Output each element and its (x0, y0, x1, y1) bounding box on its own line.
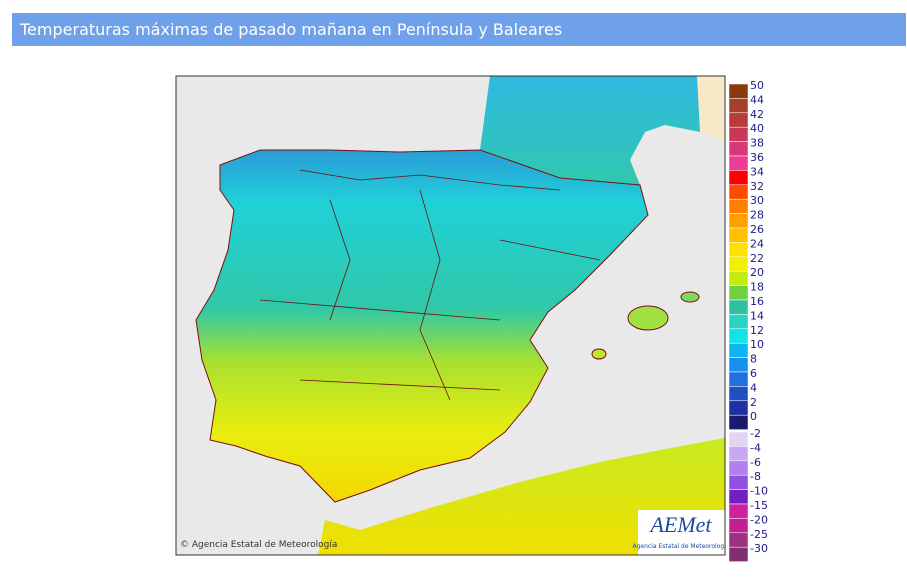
legend-label: -30 (750, 542, 768, 555)
legend-label: -4 (750, 441, 761, 454)
legend-label: 18 (750, 281, 764, 294)
legend-swatch (728, 299, 749, 315)
legend-label: -2 (750, 427, 761, 440)
legend-swatch (728, 546, 749, 562)
legend-swatch (728, 474, 749, 490)
legend-swatch (728, 98, 749, 114)
legend-label: 28 (750, 209, 764, 222)
legend-label: 34 (750, 165, 764, 178)
france (480, 76, 700, 185)
island (591, 348, 607, 360)
legend-swatch (728, 213, 749, 229)
logo-box (638, 510, 725, 555)
legend-swatch (728, 386, 749, 402)
legend-swatch (728, 270, 749, 286)
legend-label: 24 (750, 237, 764, 250)
legend-label: -25 (750, 528, 768, 541)
province-borders (259, 169, 601, 401)
legend-label: 30 (750, 194, 764, 207)
legend-label: 22 (750, 252, 764, 265)
legend-label: 4 (750, 381, 757, 394)
legend-swatch (728, 446, 749, 462)
legend-swatch (728, 371, 749, 387)
legend-swatch (728, 314, 749, 330)
iberia (195, 149, 649, 503)
legend-label: 10 (750, 338, 764, 351)
legend-label: 38 (750, 137, 764, 150)
legend-swatch (728, 227, 749, 243)
legend-swatch (728, 198, 749, 214)
legend-label: 32 (750, 180, 764, 193)
legend-label: -8 (750, 470, 761, 483)
island (680, 291, 700, 303)
legend-swatch (728, 184, 749, 200)
island (627, 305, 669, 331)
map: AEMet Agencia Estatal de Meteorología © … (176, 76, 730, 555)
legend-label: 36 (750, 151, 764, 164)
legend-swatch (728, 518, 749, 534)
legend-swatch (728, 342, 749, 358)
legend-swatch (728, 414, 749, 430)
legend-swatch (728, 357, 749, 373)
legend-swatch (728, 431, 749, 447)
legend-label: -6 (750, 456, 761, 469)
legend-swatch (728, 532, 749, 548)
africa (318, 438, 725, 555)
legend-label: 14 (750, 309, 764, 322)
land-outside (697, 76, 725, 140)
legend-swatch (728, 141, 749, 157)
legend-swatch (728, 503, 749, 519)
legend-label: 12 (750, 324, 764, 337)
legend-label: 2 (750, 396, 757, 409)
logo-subtitle: Agencia Estatal de Meteorología (633, 543, 730, 550)
legend-swatch (728, 170, 749, 186)
legend-label: -20 (750, 513, 768, 526)
legend-swatch (728, 126, 749, 142)
legend-swatch (728, 328, 749, 344)
legend-label: -10 (750, 485, 768, 498)
legend-label: 26 (750, 223, 764, 236)
legend-label: -15 (750, 499, 768, 512)
legend-label: 0 (750, 410, 757, 423)
map-frame (175, 75, 726, 556)
legend-swatch (728, 155, 749, 171)
legend-swatch (728, 112, 749, 128)
legend-swatch (728, 242, 749, 258)
logo: AEMet (648, 512, 712, 537)
credit: © Agencia Estatal de Meteorología (180, 540, 337, 550)
legend-swatch (728, 285, 749, 301)
legend: 5044424038363432302826242220181614121086… (728, 79, 768, 562)
legend-swatch (728, 256, 749, 272)
legend-label: 8 (750, 353, 757, 366)
legend-swatch (728, 489, 749, 505)
legend-swatch (728, 400, 749, 416)
legend-label: 20 (750, 266, 764, 279)
legend-swatch (728, 83, 749, 99)
legend-swatch (728, 460, 749, 476)
legend-label: 40 (750, 122, 764, 135)
legend-label: 50 (750, 79, 764, 92)
legend-label: 16 (750, 295, 764, 308)
legend-label: 44 (750, 93, 764, 106)
legend-label: 6 (750, 367, 757, 380)
page-title: Temperaturas máximas de pasado mañana en… (12, 13, 906, 46)
legend-label: 42 (750, 108, 764, 121)
